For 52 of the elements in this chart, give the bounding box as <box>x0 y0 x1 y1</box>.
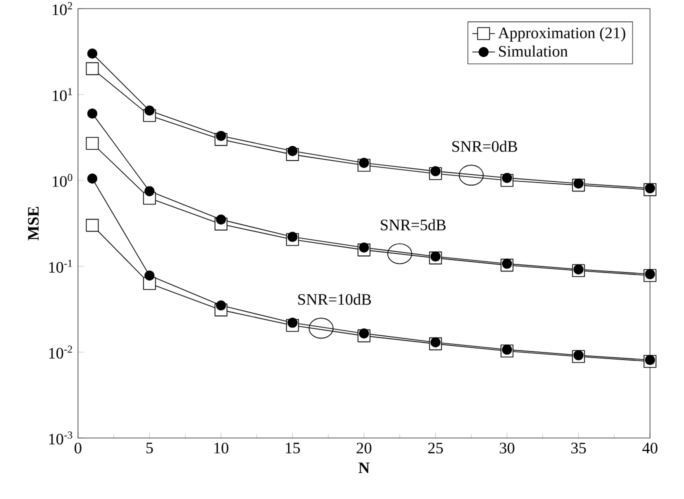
x-tick-label: 20 <box>356 442 372 454</box>
y-tick-label: 10$^{2}$ <box>52 2 72 16</box>
point <box>644 183 656 194</box>
y-tick-label: 10$^{1}$ <box>52 88 72 101</box>
y-tick-label: 10$^{-1}$ <box>49 260 72 273</box>
y-tick-label: 10$^{-3}$ <box>49 432 72 444</box>
x-tick-label: 35 <box>571 442 586 454</box>
x-axis-title: N <box>358 462 370 474</box>
point <box>87 48 98 59</box>
annotation: SNR=0dB <box>452 140 518 152</box>
y-tick-label: 10$^{0}$ <box>52 174 72 187</box>
point <box>87 108 98 119</box>
point <box>216 300 226 310</box>
annotation: SNR=10dB <box>298 294 371 305</box>
point <box>287 318 298 328</box>
point <box>573 264 584 274</box>
point <box>216 214 226 225</box>
point <box>573 350 584 360</box>
point <box>430 166 441 176</box>
point <box>86 62 99 76</box>
x-tick-label: 40 <box>642 442 658 454</box>
x-tick-label: 0 <box>74 442 82 454</box>
x-tick-label: 5 <box>146 442 153 454</box>
x-tick-label: 25 <box>428 442 443 454</box>
point <box>502 344 512 355</box>
point <box>430 337 441 348</box>
point <box>502 258 512 269</box>
y-axis-title: MSE <box>28 206 39 240</box>
point <box>87 174 98 184</box>
point <box>502 172 512 183</box>
point <box>573 178 584 189</box>
y-tick-label: 10$^{-2}$ <box>49 346 72 359</box>
point <box>86 136 99 150</box>
x-tick-label: 30 <box>500 442 514 454</box>
x-tick-label: 15 <box>286 442 300 454</box>
point <box>287 146 298 156</box>
point <box>144 106 155 116</box>
x-tick-label: 10 <box>214 442 228 454</box>
point <box>287 232 298 242</box>
point <box>358 242 370 253</box>
point <box>430 251 441 262</box>
legend-label: Approximation (21) <box>498 27 626 42</box>
point <box>86 218 99 232</box>
annotation: SNR=5dB <box>380 219 446 230</box>
point <box>644 354 656 366</box>
point <box>144 186 155 196</box>
point <box>144 270 155 281</box>
point <box>644 269 656 280</box>
legend-label: Simulation <box>499 45 568 57</box>
point <box>216 130 226 141</box>
point <box>358 158 370 168</box>
point <box>358 328 370 339</box>
